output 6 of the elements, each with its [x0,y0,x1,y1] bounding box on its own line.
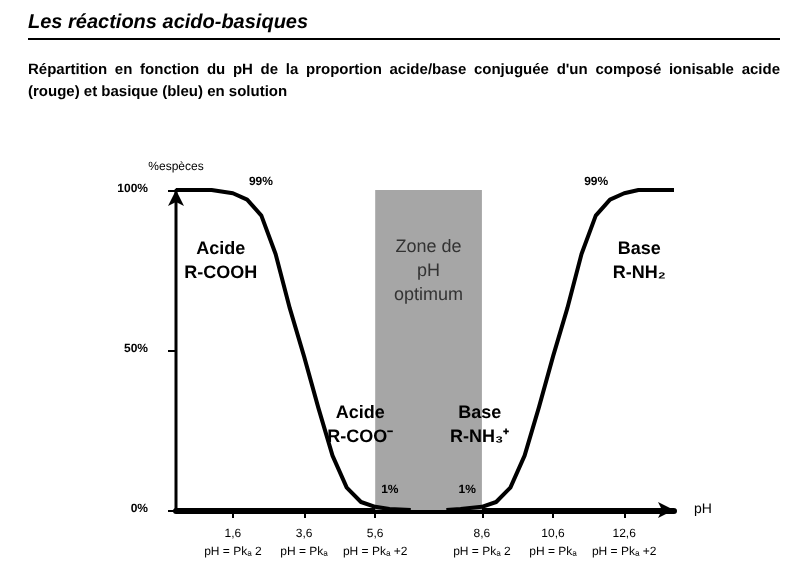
annotation: Acide R-COOH [184,238,258,283]
annotation: Base R-NH₃⁺ [450,401,510,446]
chart-title: Les réactions acido-basiques [28,12,780,40]
band-label: Zone de pH optimum [394,236,464,304]
annotation: Acide R-COO⁻ [327,401,394,446]
annotation: Base R-NH₂ [612,238,666,283]
